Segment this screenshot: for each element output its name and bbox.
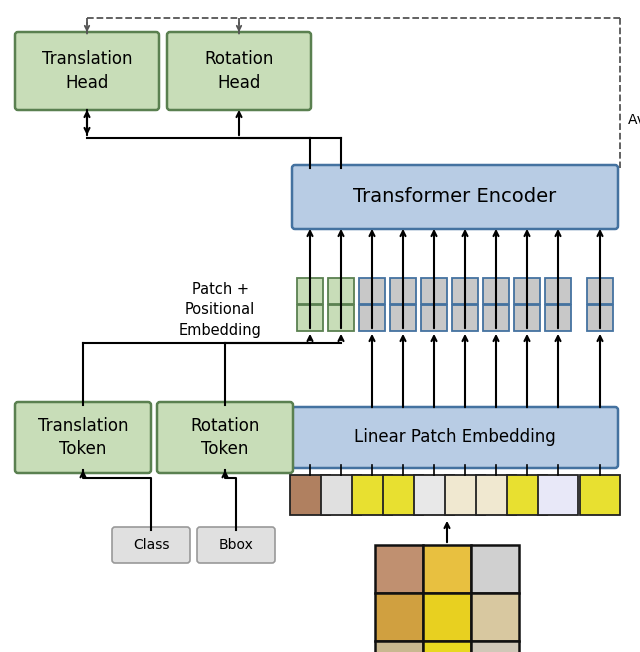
- Bar: [383, 475, 423, 515]
- FancyBboxPatch shape: [157, 402, 293, 473]
- Bar: [375, 593, 423, 641]
- Bar: [375, 641, 423, 652]
- Bar: [328, 278, 354, 304]
- Bar: [538, 475, 578, 515]
- FancyBboxPatch shape: [167, 32, 311, 110]
- Text: Transformer Encoder: Transformer Encoder: [353, 188, 557, 207]
- Bar: [321, 475, 361, 515]
- Text: Average Pool: Average Pool: [628, 113, 640, 127]
- Bar: [414, 475, 454, 515]
- Bar: [297, 278, 323, 304]
- Bar: [421, 278, 447, 304]
- Bar: [545, 278, 571, 304]
- FancyBboxPatch shape: [15, 402, 151, 473]
- Bar: [452, 305, 478, 331]
- Bar: [390, 305, 416, 331]
- Bar: [471, 593, 519, 641]
- Bar: [452, 278, 478, 304]
- Bar: [423, 593, 471, 641]
- Bar: [476, 475, 516, 515]
- Text: Class: Class: [132, 538, 169, 552]
- Bar: [483, 278, 509, 304]
- Bar: [587, 305, 613, 331]
- Text: Linear Patch Embedding: Linear Patch Embedding: [354, 428, 556, 447]
- Bar: [514, 278, 540, 304]
- Bar: [471, 545, 519, 593]
- Bar: [514, 305, 540, 331]
- Bar: [297, 305, 323, 331]
- Bar: [359, 305, 385, 331]
- Text: Translation
Token: Translation Token: [38, 417, 128, 458]
- Text: Bbox: Bbox: [219, 538, 253, 552]
- FancyBboxPatch shape: [112, 527, 190, 563]
- Bar: [359, 278, 385, 304]
- FancyBboxPatch shape: [197, 527, 275, 563]
- Bar: [423, 545, 471, 593]
- Bar: [390, 278, 416, 304]
- Text: Translation
Head: Translation Head: [42, 50, 132, 92]
- Bar: [375, 545, 423, 593]
- Bar: [328, 305, 354, 331]
- Text: Patch +
Positional
Embedding: Patch + Positional Embedding: [179, 282, 261, 338]
- FancyBboxPatch shape: [292, 407, 618, 468]
- Bar: [580, 475, 620, 515]
- Bar: [587, 278, 613, 304]
- Bar: [483, 305, 509, 331]
- Bar: [471, 641, 519, 652]
- Bar: [352, 475, 392, 515]
- Text: Rotation
Token: Rotation Token: [190, 417, 260, 458]
- Bar: [445, 475, 485, 515]
- Bar: [423, 641, 471, 652]
- FancyBboxPatch shape: [15, 32, 159, 110]
- FancyBboxPatch shape: [292, 165, 618, 229]
- Bar: [421, 305, 447, 331]
- Text: Rotation
Head: Rotation Head: [204, 50, 274, 92]
- Bar: [290, 475, 330, 515]
- Bar: [545, 305, 571, 331]
- Bar: [507, 475, 547, 515]
